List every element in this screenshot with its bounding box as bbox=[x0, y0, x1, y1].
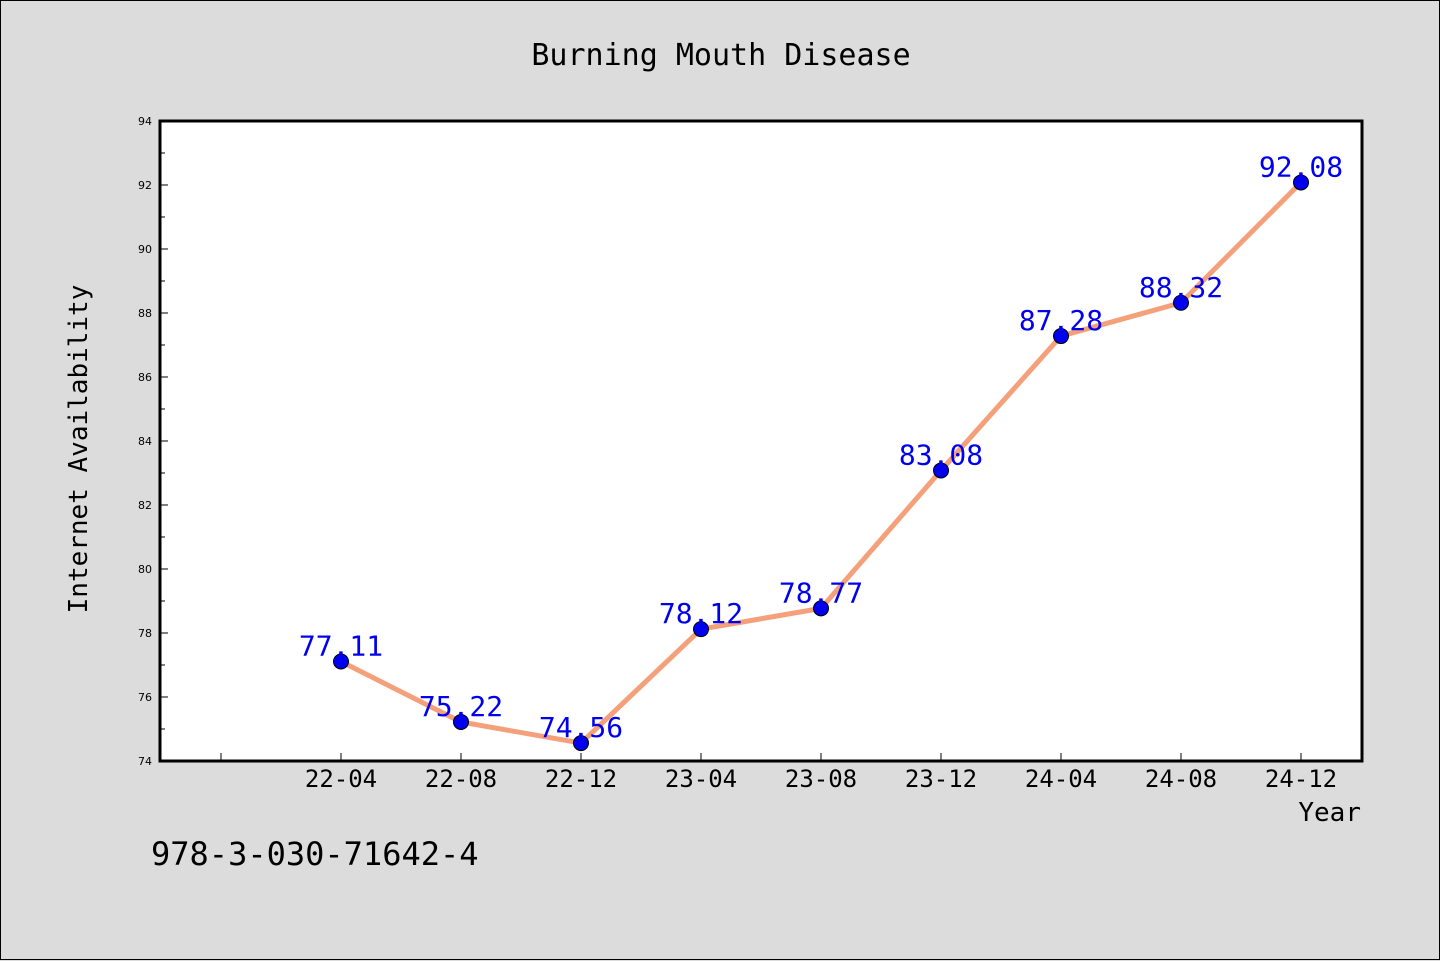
y-tick-label: 74 bbox=[138, 755, 152, 768]
y-tick-label: 78 bbox=[138, 627, 152, 640]
y-tick-label: 82 bbox=[138, 499, 152, 512]
data-label: 75.22 bbox=[419, 690, 503, 723]
x-tick-label: 22-08 bbox=[425, 765, 497, 793]
data-label: 88.32 bbox=[1139, 271, 1223, 304]
x-tick-label: 22-12 bbox=[545, 765, 617, 793]
plot-area bbox=[158, 119, 1364, 763]
x-tick-label: 24-04 bbox=[1025, 765, 1097, 793]
y-tick-label: 84 bbox=[138, 435, 152, 448]
x-tick-label: 24-08 bbox=[1145, 765, 1217, 793]
y-tick-label: 92 bbox=[138, 179, 152, 192]
y-tick-label: 88 bbox=[138, 307, 152, 320]
x-tick-label: 23-12 bbox=[905, 765, 977, 793]
y-axis-title: Internet Availability bbox=[64, 285, 94, 614]
data-point bbox=[1293, 174, 1309, 191]
x-axis: 22-04 22-08 22-12 23-04 23-08 23-12 24-04 24-08… bbox=[220, 753, 1337, 793]
chart-title: Burning Mouth Disease bbox=[531, 38, 910, 73]
data-point bbox=[813, 600, 829, 617]
data-point bbox=[453, 713, 469, 730]
data-point bbox=[573, 735, 589, 752]
data-label: 83.08 bbox=[899, 438, 983, 471]
data-point bbox=[933, 462, 949, 479]
data-label: 74.56 bbox=[539, 711, 623, 744]
data-label: 87.28 bbox=[1019, 304, 1103, 337]
data-label: 77.11 bbox=[299, 629, 383, 662]
y-axis: 74 76 78 80 82 84 86 88 90 92 94 bbox=[138, 115, 168, 768]
y-tick-label: 76 bbox=[138, 691, 152, 704]
x-tick-label: 23-08 bbox=[785, 765, 857, 793]
data-label: 78.77 bbox=[779, 576, 863, 609]
x-tick-label: 24-12 bbox=[1265, 765, 1337, 793]
series-layer: 77.11 75.22 74.56 78.12 78.77 83.08 87.28 88.32… bbox=[299, 150, 1343, 752]
data-point bbox=[1173, 294, 1189, 311]
y-tick-label: 80 bbox=[138, 563, 152, 576]
y-tick-label: 90 bbox=[138, 243, 152, 256]
data-label: 92.08 bbox=[1259, 150, 1343, 183]
isbn-code: 978-3-030-71642-4 bbox=[151, 835, 479, 873]
x-axis-title: Year bbox=[1298, 798, 1361, 828]
data-point bbox=[333, 653, 349, 670]
y-tick-label: 86 bbox=[138, 371, 152, 384]
data-label: 78.12 bbox=[659, 597, 743, 630]
data-point bbox=[1053, 328, 1069, 345]
y-tick-label: 94 bbox=[138, 115, 152, 128]
x-tick-label: 22-04 bbox=[305, 765, 377, 793]
x-tick-label: 23-04 bbox=[665, 765, 737, 793]
data-point bbox=[693, 621, 709, 638]
